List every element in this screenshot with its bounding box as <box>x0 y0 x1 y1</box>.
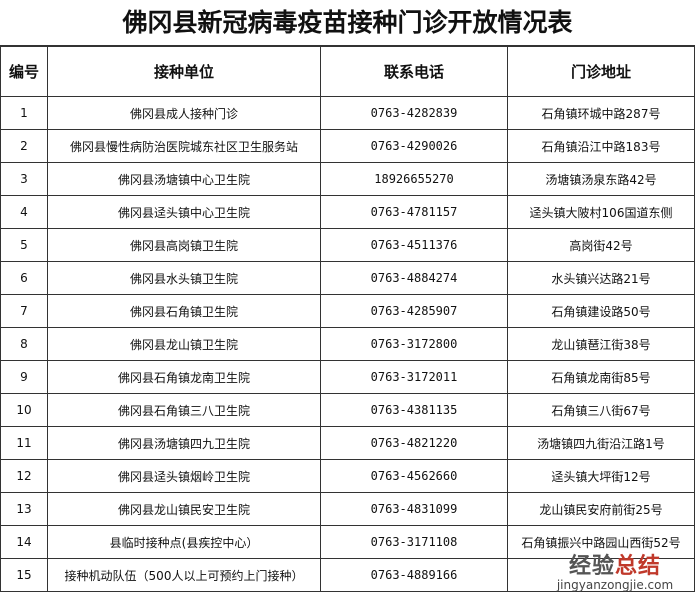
cell-number: 2 <box>0 129 48 163</box>
cell-number: 7 <box>0 294 48 328</box>
cell-unit: 佛冈县汤塘镇四九卫生院 <box>47 426 321 460</box>
watermark-text-b: 总结 <box>615 554 662 579</box>
cell-phone: 0763-4285907 <box>320 294 508 328</box>
cell-number: 15 <box>0 558 48 592</box>
cell-phone: 0763-3171108 <box>320 525 508 559</box>
cell-address: 汤塘镇四九街沿江路1号 <box>507 426 695 460</box>
cell-phone: 0763-4821220 <box>320 426 508 460</box>
cell-address: 迳头镇大陂村106国道东侧 <box>507 195 695 229</box>
cell-unit: 县临时接种点(县疾控中心） <box>47 525 321 559</box>
cell-address: 石角镇建设路50号 <box>507 294 695 328</box>
cell-address: 石角镇龙南街85号 <box>507 360 695 394</box>
cell-phone: 0763-4889166 <box>320 558 508 592</box>
watermark-logo: 经验总结 jingyanzongjie.com <box>540 548 690 592</box>
cell-number: 10 <box>0 393 48 427</box>
cell-unit: 佛冈县石角镇三八卫生院 <box>47 393 321 427</box>
header-phone: 联系电话 <box>320 46 508 97</box>
table-row: 15 接种机动队伍（500人以上可预约上门接种） 0763-4889166 <box>0 558 695 592</box>
cell-address: 迳头镇大坪街12号 <box>507 459 695 493</box>
table-row: 6 佛冈县水头镇卫生院 0763-4884274 水头镇兴达路21号 <box>0 261 695 295</box>
cell-address: 石角镇三八街67号 <box>507 393 695 427</box>
cell-unit: 接种机动队伍（500人以上可预约上门接种） <box>47 558 321 592</box>
cell-number: 3 <box>0 162 48 196</box>
cell-number: 14 <box>0 525 48 559</box>
cell-address: 汤塘镇汤泉东路42号 <box>507 162 695 196</box>
watermark-text-a: 经验 <box>568 554 615 579</box>
table-row: 10 佛冈县石角镇三八卫生院 0763-4381135 石角镇三八街67号 <box>0 393 695 427</box>
cell-unit: 佛冈县龙山镇卫生院 <box>47 327 321 361</box>
cell-phone: 18926655270 <box>320 162 508 196</box>
cell-unit: 佛冈县水头镇卫生院 <box>47 261 321 295</box>
page-title: 佛冈县新冠病毒疫苗接种门诊开放情况表 <box>0 0 695 46</box>
cell-phone: 0763-4511376 <box>320 228 508 262</box>
cell-address: 龙山镇琶江街38号 <box>507 327 695 361</box>
table-header-row: 编号 接种单位 联系电话 门诊地址 <box>0 46 695 97</box>
cell-unit: 佛冈县迳头镇烟岭卫生院 <box>47 459 321 493</box>
cell-unit: 佛冈县成人接种门诊 <box>47 96 321 130</box>
cell-unit: 佛冈县龙山镇民安卫生院 <box>47 492 321 526</box>
cell-number: 8 <box>0 327 48 361</box>
table-row: 5 佛冈县高岗镇卫生院 0763-4511376 高岗街42号 <box>0 228 695 262</box>
cell-phone: 0763-4290026 <box>320 129 508 163</box>
table-row: 7 佛冈县石角镇卫生院 0763-4285907 石角镇建设路50号 <box>0 294 695 328</box>
table-row: 9 佛冈县石角镇龙南卫生院 0763-3172011 石角镇龙南街85号 <box>0 360 695 394</box>
cell-number: 9 <box>0 360 48 394</box>
cell-phone: 0763-3172800 <box>320 327 508 361</box>
cell-address: 石角镇振兴中路园山西街52号 <box>507 525 695 559</box>
clinic-table: 编号 接种单位 联系电话 门诊地址 1 佛冈县成人接种门诊 0763-4282839… <box>0 46 695 592</box>
table-row: 8 佛冈县龙山镇卫生院 0763-3172800 龙山镇琶江街38号 <box>0 327 695 361</box>
table-row: 11 佛冈县汤塘镇四九卫生院 0763-4821220 汤塘镇四九街沿江路1号 <box>0 426 695 460</box>
header-number: 编号 <box>0 46 48 97</box>
cell-number: 4 <box>0 195 48 229</box>
header-address: 门诊地址 <box>507 46 695 97</box>
table-row: 1 佛冈县成人接种门诊 0763-4282839 石角镇环城中路287号 <box>0 96 695 130</box>
cell-number: 1 <box>0 96 48 130</box>
cell-number: 13 <box>0 492 48 526</box>
cell-address: 高岗街42号 <box>507 228 695 262</box>
cell-phone: 0763-4831099 <box>320 492 508 526</box>
cell-phone: 0763-4781157 <box>320 195 508 229</box>
cell-unit: 佛冈县慢性病防治医院城东社区卫生服务站 <box>47 129 321 163</box>
cell-address: 石角镇沿江中路183号 <box>507 129 695 163</box>
table-row: 4 佛冈县迳头镇中心卫生院 0763-4781157 迳头镇大陂村106国道东侧 <box>0 195 695 229</box>
cell-unit: 佛冈县高岗镇卫生院 <box>47 228 321 262</box>
cell-phone: 0763-4884274 <box>320 261 508 295</box>
cell-number: 12 <box>0 459 48 493</box>
cell-phone: 0763-4381135 <box>320 393 508 427</box>
cell-number: 5 <box>0 228 48 262</box>
cell-unit: 佛冈县迳头镇中心卫生院 <box>47 195 321 229</box>
cell-phone: 0763-4562660 <box>320 459 508 493</box>
table-row: 12 佛冈县迳头镇烟岭卫生院 0763-4562660 迳头镇大坪街12号 <box>0 459 695 493</box>
cell-unit: 佛冈县汤塘镇中心卫生院 <box>47 162 321 196</box>
table-row: 2 佛冈县慢性病防治医院城东社区卫生服务站 0763-4290026 石角镇沿江中路1… <box>0 129 695 163</box>
watermark-url: jingyanzongjie.com <box>556 578 674 592</box>
cell-number: 11 <box>0 426 48 460</box>
cell-unit: 佛冈县石角镇卫生院 <box>47 294 321 328</box>
cell-address: 石角镇环城中路287号 <box>507 96 695 130</box>
cell-phone: 0763-3172011 <box>320 360 508 394</box>
cell-phone: 0763-4282839 <box>320 96 508 130</box>
cell-address: 龙山镇民安府前街25号 <box>507 492 695 526</box>
header-unit: 接种单位 <box>47 46 321 97</box>
table-row: 13 佛冈县龙山镇民安卫生院 0763-4831099 龙山镇民安府前街25号 <box>0 492 695 526</box>
cell-address: 水头镇兴达路21号 <box>507 261 695 295</box>
table-row: 14 县临时接种点(县疾控中心） 0763-3171108 石角镇振兴中路园山西街52… <box>0 525 695 559</box>
cell-number: 6 <box>0 261 48 295</box>
cell-unit: 佛冈县石角镇龙南卫生院 <box>47 360 321 394</box>
cell-address <box>507 558 695 592</box>
table-row: 3 佛冈县汤塘镇中心卫生院 18926655270 汤塘镇汤泉东路42号 <box>0 162 695 196</box>
